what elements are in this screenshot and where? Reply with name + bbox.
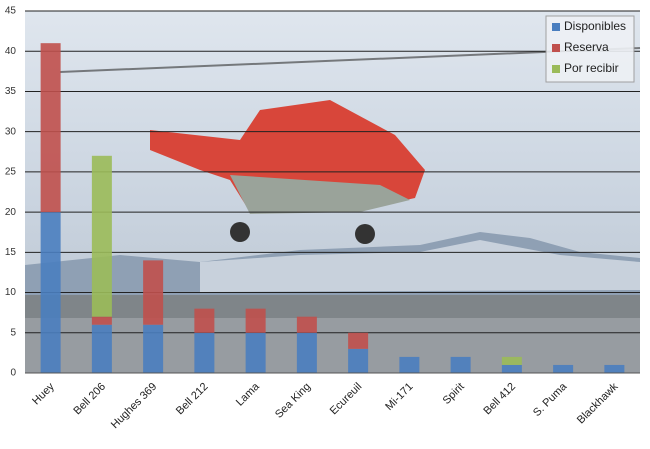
x-tick-label: Hughes 369 [109, 381, 159, 431]
y-tick-label: 25 [5, 167, 17, 178]
y-tick-label: 10 [5, 287, 17, 298]
legend-marker [552, 65, 560, 73]
y-tick-label: 20 [5, 207, 17, 218]
y-tick-label: 45 [5, 6, 17, 17]
legend-label: Reserva [564, 40, 609, 54]
legend-label: Por recibir [564, 61, 619, 75]
bar-segment [604, 364, 625, 373]
x-tick-label: Bell 212 [174, 381, 211, 418]
bar-segment [91, 324, 112, 373]
bar-segment [40, 43, 61, 213]
legend-marker [552, 23, 560, 31]
x-tick-label: Bell 206 [71, 381, 108, 418]
bar-segment [501, 364, 522, 373]
x-tick-label: Ecureuil [328, 381, 365, 418]
bar-segment [296, 316, 317, 333]
bar-segment [450, 356, 471, 373]
legend-box [545, 15, 635, 83]
bar-segment [501, 356, 522, 365]
y-tick-label: 35 [5, 86, 17, 97]
x-tick-label: Lama [234, 380, 263, 409]
x-tick-label: Sea King [273, 381, 313, 421]
bar-segment [245, 332, 266, 373]
y-tick-label: 40 [5, 46, 17, 57]
bar-segment [194, 308, 215, 333]
y-tick-label: 30 [5, 126, 17, 137]
bar-segment [143, 324, 164, 373]
x-tick-label: Huey [30, 380, 57, 407]
bar-segment [40, 212, 61, 373]
bar-segment [245, 308, 266, 333]
bar-segment [194, 332, 215, 373]
x-tick-label: S. Puma [531, 380, 570, 419]
bar-segment [91, 155, 112, 317]
bar-segment [553, 364, 574, 373]
x-tick-label: Bell 412 [481, 381, 518, 418]
x-tick-label: Blackhawk [575, 380, 621, 426]
bar-segment [348, 332, 369, 349]
x-tick-label: Mi-171 [383, 381, 415, 413]
bar-segment [143, 260, 164, 325]
bar-segment [91, 316, 112, 325]
y-tick-label: 0 [10, 368, 16, 379]
legend-label: Disponibles [564, 19, 626, 33]
background-photo [25, 11, 641, 373]
bar-segment [399, 356, 420, 373]
bar-segment [348, 348, 369, 373]
bar-segment [296, 332, 317, 373]
legend-marker [552, 44, 560, 52]
helicopter [59, 47, 641, 244]
x-tick-label: Spirit [441, 381, 467, 407]
y-tick-label: 15 [5, 247, 17, 258]
y-tick-label: 5 [10, 327, 16, 338]
